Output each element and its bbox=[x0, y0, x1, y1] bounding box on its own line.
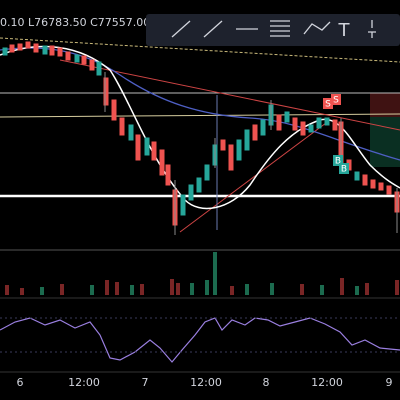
rsi-line bbox=[0, 317, 400, 363]
trend-line bbox=[59, 59, 400, 131]
moving-average bbox=[0, 45, 400, 210]
tool-text[interactable]: T bbox=[338, 20, 351, 41]
tool-fib[interactable] bbox=[270, 20, 290, 37]
position-zone-red bbox=[370, 93, 400, 117]
sell-badge bbox=[323, 98, 333, 109]
buy-label: B bbox=[335, 157, 341, 167]
tool-ray[interactable] bbox=[203, 20, 223, 38]
tool-brush[interactable] bbox=[368, 20, 376, 38]
x-axis-label: 7 bbox=[142, 376, 149, 389]
volume-bars-red bbox=[5, 278, 399, 295]
x-axis-label: 9 bbox=[386, 376, 393, 389]
x-axis-label: 6 bbox=[17, 376, 24, 389]
toolbar-icons bbox=[171, 20, 376, 38]
x-axis: 6 12:00 7 12:00 8 12:00 9 bbox=[17, 376, 393, 389]
x-axis-label: 12:00 bbox=[190, 376, 222, 389]
sell-badge bbox=[331, 94, 341, 105]
tool-trendline[interactable] bbox=[171, 20, 191, 38]
x-axis-label: 8 bbox=[263, 376, 270, 389]
ohlc-readout: 0.10 L76783.50 C77557.00 + bbox=[0, 16, 163, 29]
candles-green bbox=[2, 45, 360, 216]
x-axis-label: 12:00 bbox=[68, 376, 100, 389]
buy-badge bbox=[339, 163, 349, 174]
candle-wicks bbox=[104, 72, 398, 235]
buy-label: B bbox=[341, 165, 347, 175]
buy-badge bbox=[333, 155, 343, 166]
trend-line bbox=[179, 119, 331, 233]
trend-line bbox=[0, 37, 400, 63]
level-line bbox=[0, 113, 400, 118]
tool-path[interactable] bbox=[303, 21, 331, 35]
sell-label: S bbox=[325, 100, 331, 110]
sell-label: S bbox=[333, 96, 339, 106]
x-axis-label: 12:00 bbox=[311, 376, 343, 389]
drawing-toolbar bbox=[146, 14, 400, 46]
